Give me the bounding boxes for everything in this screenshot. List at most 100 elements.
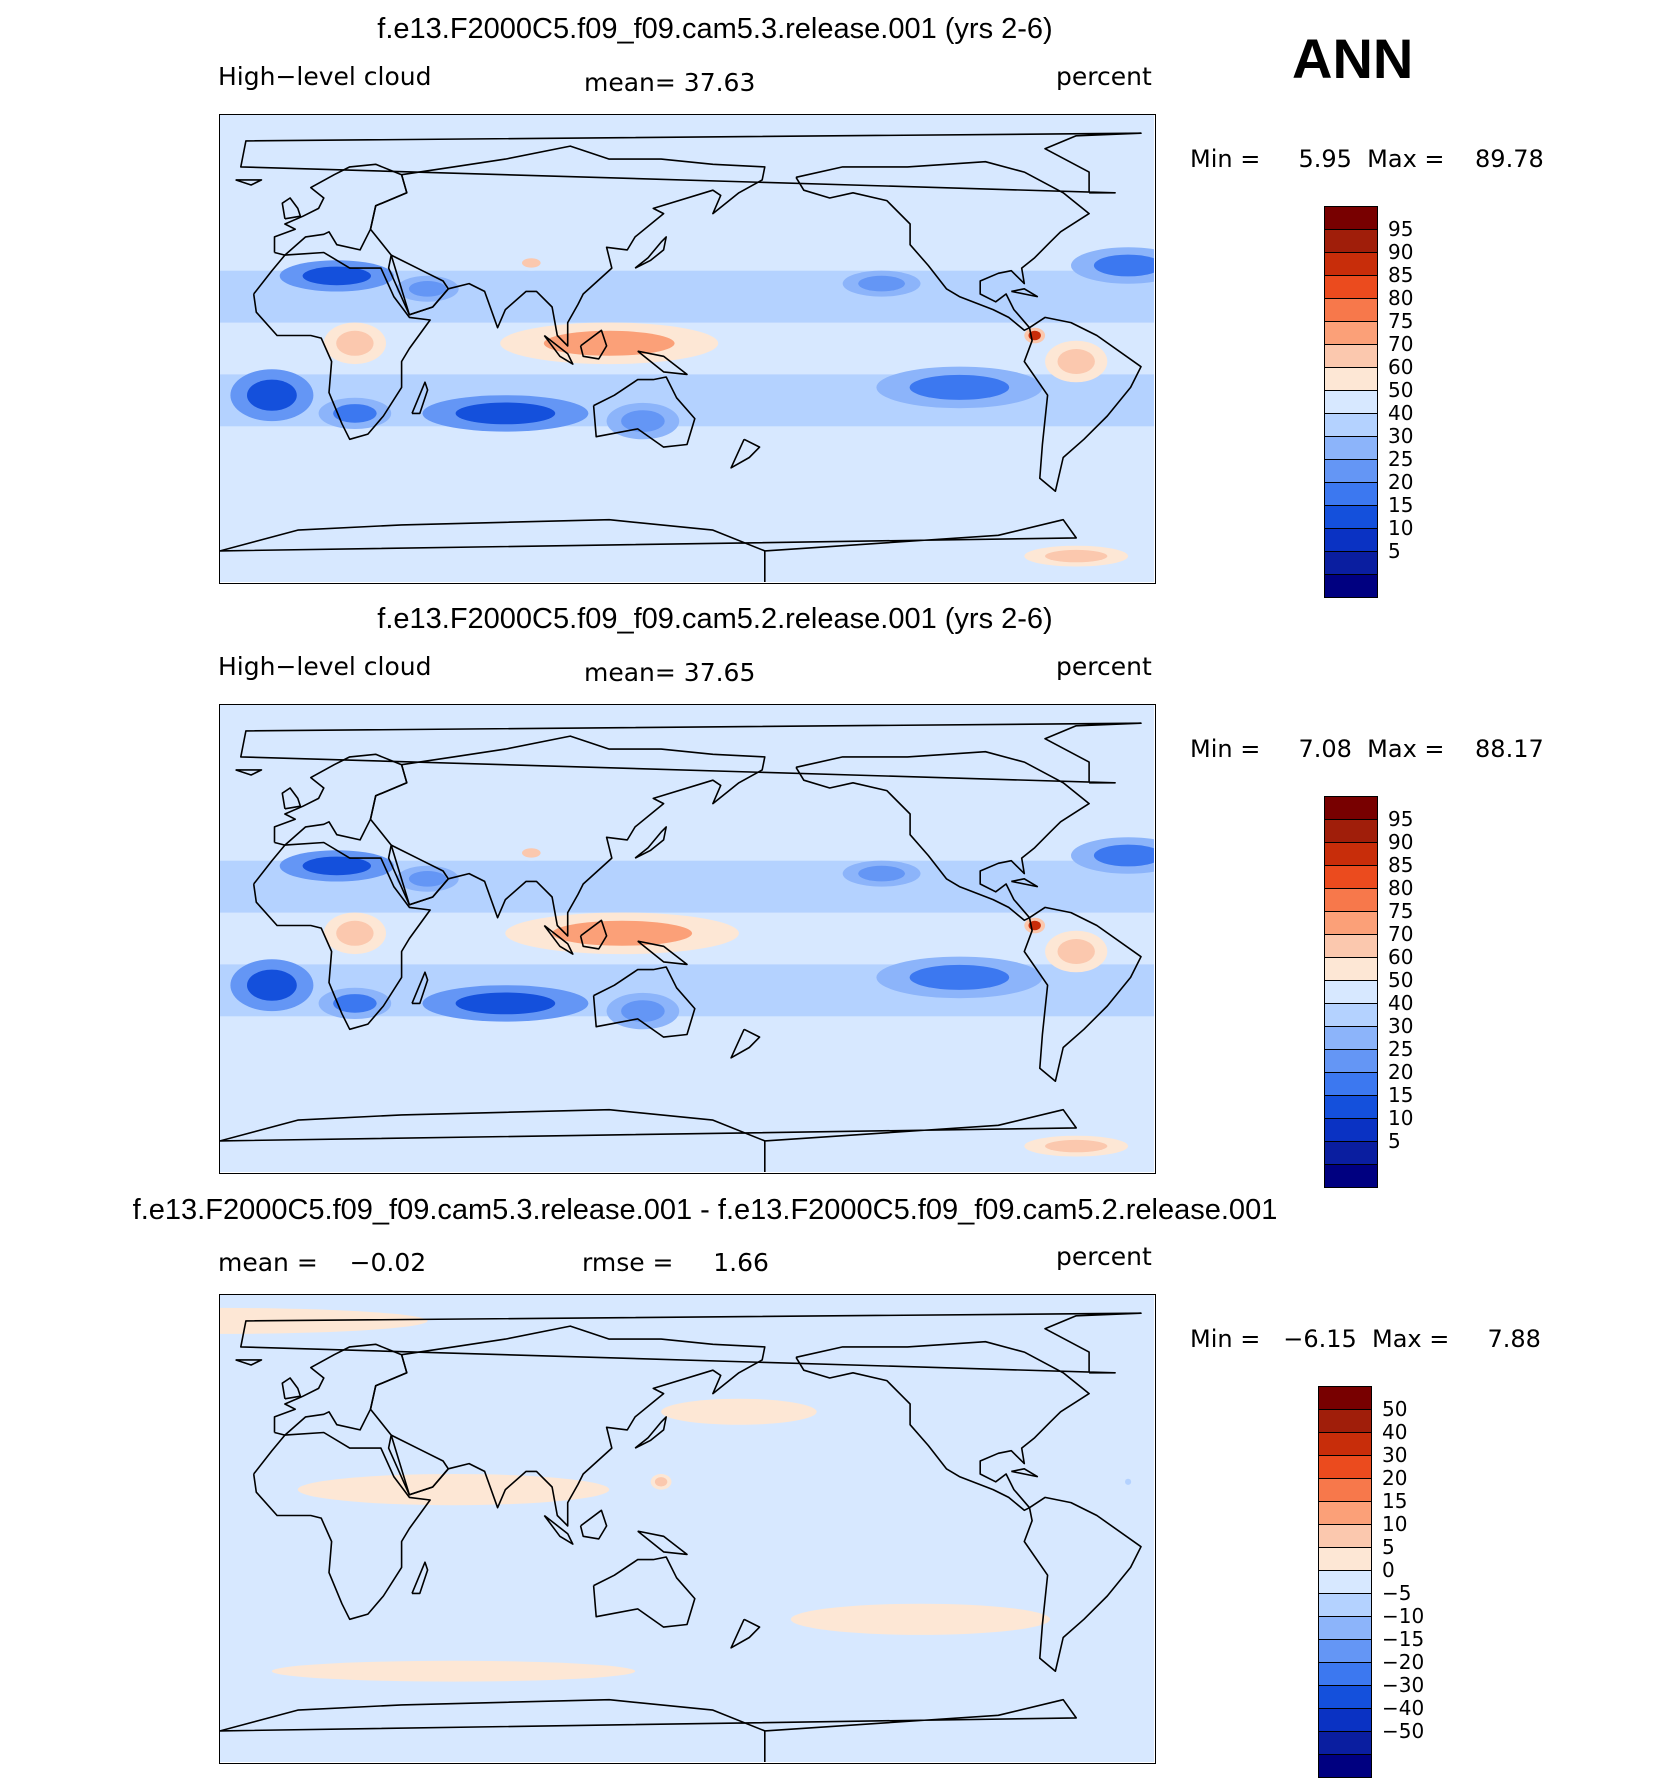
field-tibet-hi-core bbox=[522, 258, 541, 268]
coastline-namerica bbox=[795, 160, 1090, 332]
colorbar-swatch bbox=[1324, 980, 1378, 1004]
field-tibet-hi-core bbox=[522, 848, 541, 858]
colorbar-label: 10 bbox=[1388, 516, 1414, 540]
coastline-africa bbox=[252, 251, 431, 441]
colorbar-label: 70 bbox=[1388, 922, 1414, 946]
coastline-madagascar bbox=[411, 1561, 429, 1595]
panel-2-minmax: Min = 7.08 Max = 88.17 bbox=[1190, 735, 1544, 763]
field-southern-africa-lo-core bbox=[333, 994, 377, 1013]
panel-2-map-svg bbox=[220, 705, 1154, 1172]
coastline-australia bbox=[592, 1556, 696, 1628]
field-se-pacific-lo-core bbox=[909, 964, 1010, 990]
coastline-asia bbox=[369, 1325, 766, 1527]
field-north-pacific-pos-core bbox=[692, 1404, 786, 1420]
colorbar-swatch bbox=[1318, 1524, 1372, 1548]
panel-2-mean-label: mean= 37.65 bbox=[584, 658, 756, 687]
colorbar-swatch bbox=[1324, 1095, 1378, 1119]
coastline-asia bbox=[369, 145, 766, 347]
zonal-band bbox=[220, 478, 1154, 505]
panel-3-map-svg bbox=[220, 1295, 1154, 1762]
panel-1-map bbox=[219, 114, 1156, 584]
colorbar-swatch bbox=[1324, 1118, 1378, 1142]
colorbar-swatch bbox=[1324, 865, 1378, 889]
colorbar-swatch bbox=[1324, 934, 1378, 958]
field-west-pacific-pos-core bbox=[654, 1477, 668, 1487]
colorbar-swatch bbox=[1318, 1478, 1372, 1502]
field-central-africa-hi-core bbox=[336, 330, 374, 356]
colorbar-swatch bbox=[1324, 390, 1378, 414]
coastline-britain bbox=[281, 1377, 302, 1400]
panel-3-mean-label: mean = −0.02 bbox=[218, 1248, 427, 1277]
colorbar-swatch bbox=[1324, 459, 1378, 483]
colorbar-swatch bbox=[1318, 1501, 1372, 1525]
colorbar-swatch bbox=[1324, 206, 1378, 230]
coastline-nz bbox=[730, 438, 761, 469]
field-south-indian-lo-core bbox=[455, 402, 556, 425]
colorbar-label: 95 bbox=[1388, 807, 1414, 831]
colorbar-label: −5 bbox=[1382, 1581, 1412, 1605]
colorbar-label: −20 bbox=[1382, 1650, 1425, 1674]
colorbar-label: 20 bbox=[1388, 470, 1414, 494]
colorbar-swatch bbox=[1324, 367, 1378, 391]
panel-3-colorbar: 50 40 30 20 15 10 5 0 −5 −10 −15 −20 −30 −40 −50 bbox=[1318, 1386, 1438, 1778]
coastline-japan bbox=[634, 236, 667, 269]
colorbar-swatch bbox=[1324, 957, 1378, 981]
coastline-greenland bbox=[240, 722, 1142, 784]
coastline-antarctica bbox=[220, 518, 1077, 582]
coastline-asia bbox=[369, 735, 766, 937]
colorbar-label: 20 bbox=[1382, 1466, 1408, 1490]
panel-2-colorbar: 95 90 85 80 75 70 60 50 40 30 25 20 15 10 5 bbox=[1324, 796, 1444, 1188]
coastline-sumatra bbox=[543, 1514, 574, 1545]
coastline-britain bbox=[281, 787, 302, 810]
panel-3-rmse-label: rmse = 1.66 bbox=[582, 1248, 769, 1277]
colorbar-swatch bbox=[1324, 888, 1378, 912]
zonal-band bbox=[220, 1502, 1154, 1530]
panel-1-mean-label: mean= 37.63 bbox=[584, 68, 756, 97]
colorbar-swatch bbox=[1324, 1049, 1378, 1073]
colorbar-label: 10 bbox=[1388, 1106, 1414, 1130]
colorbar-swatch bbox=[1324, 229, 1378, 253]
coastline-africa bbox=[252, 1431, 431, 1621]
panel-1-map-svg bbox=[220, 115, 1154, 582]
colorbar-label: 75 bbox=[1388, 899, 1414, 923]
coastline-iceland bbox=[235, 1359, 263, 1366]
zonal-band bbox=[220, 1528, 1154, 1555]
colorbar-label: 80 bbox=[1388, 876, 1414, 900]
colorbar-label: 90 bbox=[1388, 830, 1414, 854]
zonal-band bbox=[220, 1016, 1154, 1043]
colorbar-label: 90 bbox=[1388, 240, 1414, 264]
zonal-band bbox=[220, 1632, 1154, 1659]
colorbar-label: 25 bbox=[1388, 447, 1414, 471]
panel-2-title: f.e13.F2000C5.f09_f09.cam5.2.release.001… bbox=[377, 603, 1053, 635]
season-label: ANN bbox=[1292, 27, 1414, 90]
panel-1-units-label: percent bbox=[1056, 62, 1152, 91]
colorbar-swatch bbox=[1318, 1708, 1372, 1732]
panel-3-units-label: percent bbox=[1056, 1242, 1152, 1271]
field-southern-africa-lo-core bbox=[333, 404, 377, 423]
colorbar-label: −30 bbox=[1382, 1673, 1425, 1697]
field-amazon-hi-core bbox=[1057, 939, 1095, 964]
field-south-pacific-pos-core bbox=[842, 1610, 999, 1629]
coastline-newguinea bbox=[637, 1530, 688, 1556]
colorbar-swatch bbox=[1318, 1754, 1372, 1778]
colorbar-swatch bbox=[1324, 344, 1378, 368]
colorbar-swatch bbox=[1324, 321, 1378, 345]
coastline-antarctica bbox=[220, 1698, 1077, 1762]
colorbar-swatch bbox=[1324, 1164, 1378, 1188]
field-warm-pool-hi-core bbox=[552, 920, 693, 946]
coastline-sumatra bbox=[543, 924, 574, 955]
field-se-pacific-lo-core bbox=[909, 374, 1010, 400]
coastline-newguinea bbox=[637, 940, 688, 966]
colorbar-swatch bbox=[1318, 1731, 1372, 1755]
colorbar-swatch bbox=[1318, 1455, 1372, 1479]
panel-3-minmax: Min = −6.15 Max = 7.88 bbox=[1190, 1325, 1541, 1353]
colorbar-label: 60 bbox=[1388, 945, 1414, 969]
colorbar-label: 30 bbox=[1388, 424, 1414, 448]
coastline-europe bbox=[273, 753, 408, 846]
coastline-namerica bbox=[795, 750, 1090, 922]
field-north-atlantic-lo-core bbox=[1093, 844, 1154, 867]
field-antarctica-hi-core bbox=[1045, 549, 1108, 563]
colorbar-label: 15 bbox=[1388, 493, 1414, 517]
panel-3-map bbox=[219, 1294, 1156, 1764]
